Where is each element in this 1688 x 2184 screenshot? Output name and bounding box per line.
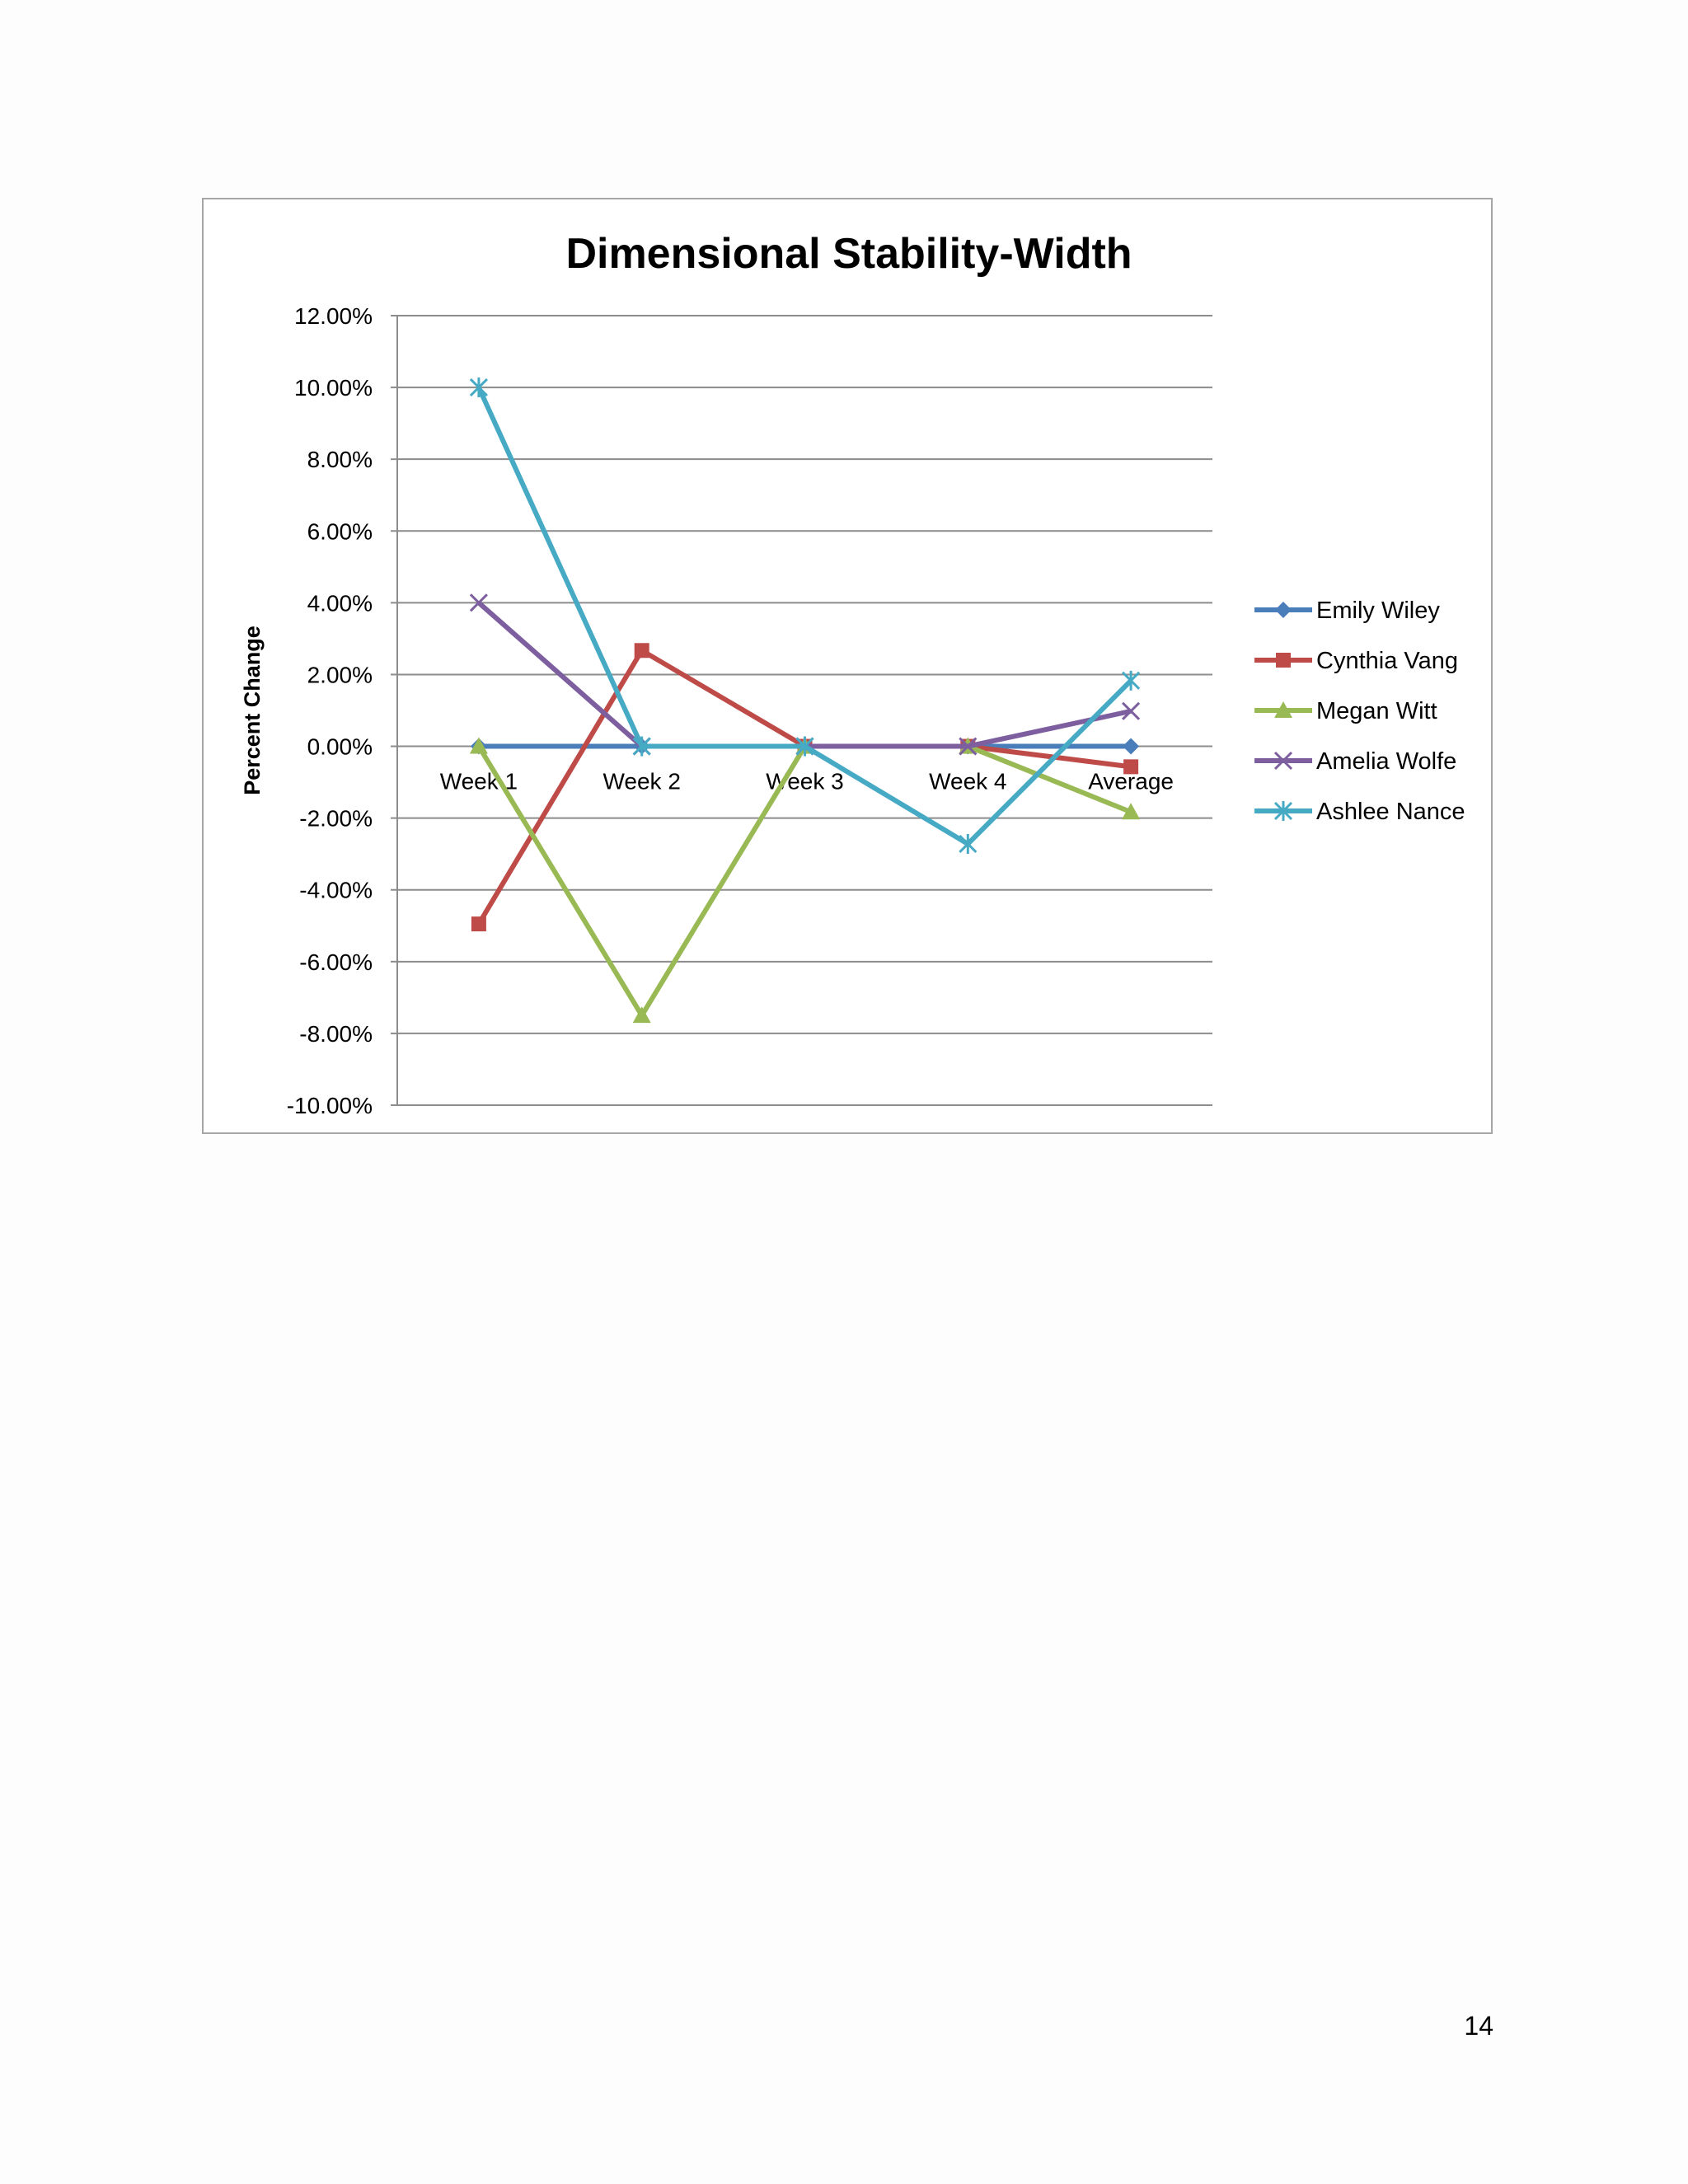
legend-entry: Amelia Wolfe <box>1254 748 1456 775</box>
data-point <box>1122 670 1141 691</box>
legend-label: Amelia Wolfe <box>1316 748 1456 775</box>
data-point <box>1122 803 1141 820</box>
page-number: 14 <box>1464 2011 1493 2041</box>
y-axis-label: Percent Change <box>240 626 265 795</box>
marker-stroke <box>1273 751 1293 771</box>
line-chart: Dimensional Stability-Width Percent Chan… <box>240 230 1465 1118</box>
series-ashlee-nance <box>469 377 1141 854</box>
data-point <box>959 833 978 854</box>
y-tick-label: 12.00% <box>294 303 373 329</box>
marker-stroke <box>959 737 978 756</box>
y-tick-label: 10.00% <box>294 375 373 401</box>
data-point <box>1275 602 1292 618</box>
y-tick-label: -8.00% <box>299 1021 373 1047</box>
chart-frame: Dimensional Stability-Width Percent Chan… <box>202 198 1493 1134</box>
data-point <box>1123 759 1139 775</box>
y-tick-label: -10.00% <box>287 1093 373 1118</box>
x-tick-label: Week 2 <box>603 769 680 794</box>
x-axis-ticks: Week 1 Week 2 Week 3 Week 4 Average <box>440 769 1174 794</box>
legend-label: Emily Wiley <box>1316 598 1440 624</box>
y-tick-label: 4.00% <box>307 590 373 616</box>
legend-label: Cynthia Vang <box>1316 648 1458 674</box>
data-point <box>795 736 814 757</box>
data-point <box>469 593 488 612</box>
data-point <box>469 737 488 754</box>
data-point <box>1276 653 1291 668</box>
data-point <box>632 1006 651 1024</box>
y-tick-label: -2.00% <box>299 806 373 832</box>
axes <box>396 316 1212 1105</box>
legend-entry: Emily Wiley <box>1254 598 1440 624</box>
data-point <box>1273 751 1293 771</box>
data-point <box>1273 801 1293 821</box>
series <box>469 377 1141 1024</box>
y-tick-label: 6.00% <box>307 518 373 544</box>
y-tick-label: 2.00% <box>307 662 373 687</box>
legend-entry: Cynthia Vang <box>1254 648 1458 674</box>
chart-title: Dimensional Stability-Width <box>565 230 1132 278</box>
y-tick-label: -4.00% <box>299 878 373 903</box>
data-point <box>959 737 978 756</box>
y-axis-ticks: 12.00% 10.00% 8.00% 6.00% 4.00% 2.00% 0.00% -2.… <box>287 303 373 1118</box>
legend-entry: Megan Witt <box>1254 698 1437 724</box>
y-tick-label: -6.00% <box>299 949 373 975</box>
y-tick-label: 0.00% <box>307 734 373 760</box>
marker-stroke <box>1122 701 1141 720</box>
gridlines <box>391 315 1212 1106</box>
data-point <box>469 377 488 398</box>
x-tick-label: Week 4 <box>929 769 1006 794</box>
data-point <box>1274 701 1292 718</box>
y-tick-label: 8.00% <box>307 447 373 472</box>
legend-entry: Ashlee Nance <box>1254 799 1465 825</box>
marker-stroke <box>469 593 488 612</box>
legend-label: Ashlee Nance <box>1316 799 1465 825</box>
legend-label: Megan Witt <box>1316 698 1437 724</box>
data-point <box>634 643 649 658</box>
data-point <box>471 916 486 932</box>
legend: Emily Wiley Cynthia Vang Megan Witt Amelia … <box>1254 598 1465 825</box>
data-point <box>1123 738 1140 755</box>
data-point <box>632 736 651 757</box>
data-point <box>1122 701 1141 720</box>
